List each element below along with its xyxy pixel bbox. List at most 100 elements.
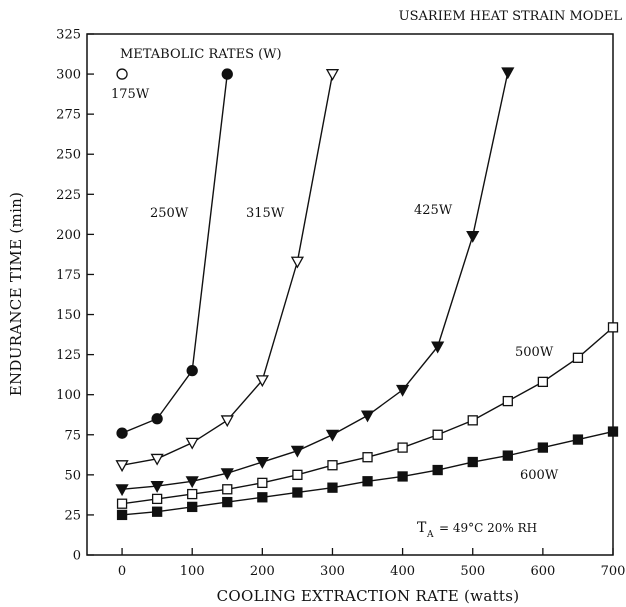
data-point (290, 256, 305, 269)
x-axis-title: COOLING EXTRACTION RATE (watts) (217, 587, 520, 605)
condition-subscript: A (426, 530, 434, 540)
data-point (115, 484, 129, 497)
x-tick-label: 700 (601, 564, 626, 579)
chart-title: USARIEM HEAT STRAIN MODEL (399, 9, 623, 24)
series-label-600w: 600W (520, 468, 559, 483)
condition-annotation: T A = 49°C 20% RH (417, 520, 537, 540)
y-tick-label: 275 (56, 108, 81, 123)
data-point (360, 410, 375, 423)
data-point (607, 322, 619, 333)
plot-frame (86, 33, 614, 556)
data-point (432, 464, 443, 476)
x-tick-label: 200 (250, 564, 275, 579)
series-label-315w: 315W (246, 206, 285, 221)
data-point (397, 442, 408, 453)
series-250w (116, 68, 233, 439)
data-point (187, 488, 198, 500)
series-label-500w: 500W (515, 345, 554, 360)
legend-title: METABOLIC RATES (W) (120, 47, 282, 62)
data-point (116, 509, 128, 521)
data-point (325, 69, 340, 81)
series-600w (116, 426, 619, 521)
data-point (292, 487, 303, 498)
data-point (150, 481, 164, 493)
data-point (537, 442, 549, 453)
data-point (327, 460, 338, 471)
x-tick-label: 500 (460, 564, 485, 579)
data-point (466, 230, 480, 243)
y-tick-label: 125 (56, 348, 81, 363)
data-point (150, 453, 164, 466)
data-point (397, 471, 408, 482)
condition-text: = 49°C 20% RH (439, 521, 537, 535)
y-axis-title: ENDURANCE TIME (min) (7, 192, 25, 397)
data-point (292, 469, 303, 480)
data-point (222, 496, 233, 508)
data-point (432, 429, 443, 440)
y-tick-label: 200 (56, 228, 81, 243)
data-point (185, 437, 199, 450)
x-axis: 0 100 200 300 400 500 600 700 (118, 548, 625, 579)
y-tick-label: 75 (64, 428, 81, 443)
data-point (187, 501, 198, 513)
series-line (121, 73, 228, 434)
x-tick-label: 300 (320, 564, 345, 579)
data-point (116, 498, 128, 509)
data-point (502, 395, 513, 407)
data-point (186, 364, 198, 377)
plot-area (86, 33, 614, 556)
condition-symbol: T (417, 520, 427, 536)
data-point (115, 460, 129, 473)
series-line (122, 72, 509, 490)
data-point (151, 493, 163, 505)
data-point (116, 68, 128, 80)
data-point (502, 450, 513, 461)
y-tick-label: 175 (56, 268, 81, 283)
series-label-250w: 250W (150, 206, 189, 221)
y-tick-label: 0 (73, 549, 81, 564)
y-axis: 0 25 50 75 100 125 150 175 200 225 250 275 300 325 (56, 28, 94, 564)
data-point (257, 492, 268, 503)
data-point (222, 484, 233, 495)
data-point (325, 429, 340, 442)
series-500w (116, 322, 619, 509)
x-tick-label: 100 (180, 564, 205, 579)
y-tick-label: 225 (56, 188, 81, 203)
data-point (151, 413, 163, 425)
x-tick-label: 400 (390, 564, 415, 579)
data-point (221, 68, 233, 80)
data-point (572, 352, 584, 363)
y-tick-label: 50 (64, 468, 81, 483)
data-point (220, 415, 234, 428)
y-tick-label: 300 (56, 68, 81, 83)
data-point (362, 476, 373, 487)
data-point (290, 445, 305, 458)
data-point (255, 456, 269, 469)
data-point (116, 427, 128, 439)
data-point (431, 341, 445, 354)
data-point (151, 506, 163, 517)
series-layer (115, 67, 619, 521)
data-point (255, 375, 269, 388)
data-point (501, 67, 515, 80)
data-point (220, 468, 234, 481)
y-tick-label: 325 (56, 28, 81, 43)
data-point (327, 482, 338, 493)
data-point (257, 477, 268, 489)
series-425w (115, 67, 515, 497)
data-point (362, 452, 373, 463)
x-tick-label: 0 (118, 564, 126, 579)
y-tick-label: 25 (64, 508, 81, 523)
y-tick-label: 100 (56, 388, 81, 403)
data-point (607, 426, 619, 437)
data-point (467, 415, 478, 426)
y-tick-label: 150 (56, 308, 81, 323)
x-tick-label: 600 (530, 564, 555, 579)
data-point (572, 434, 584, 445)
data-point (395, 384, 410, 397)
series-line (121, 73, 334, 466)
data-point (537, 376, 549, 388)
data-point (185, 476, 199, 489)
y-tick-label: 250 (56, 148, 81, 163)
